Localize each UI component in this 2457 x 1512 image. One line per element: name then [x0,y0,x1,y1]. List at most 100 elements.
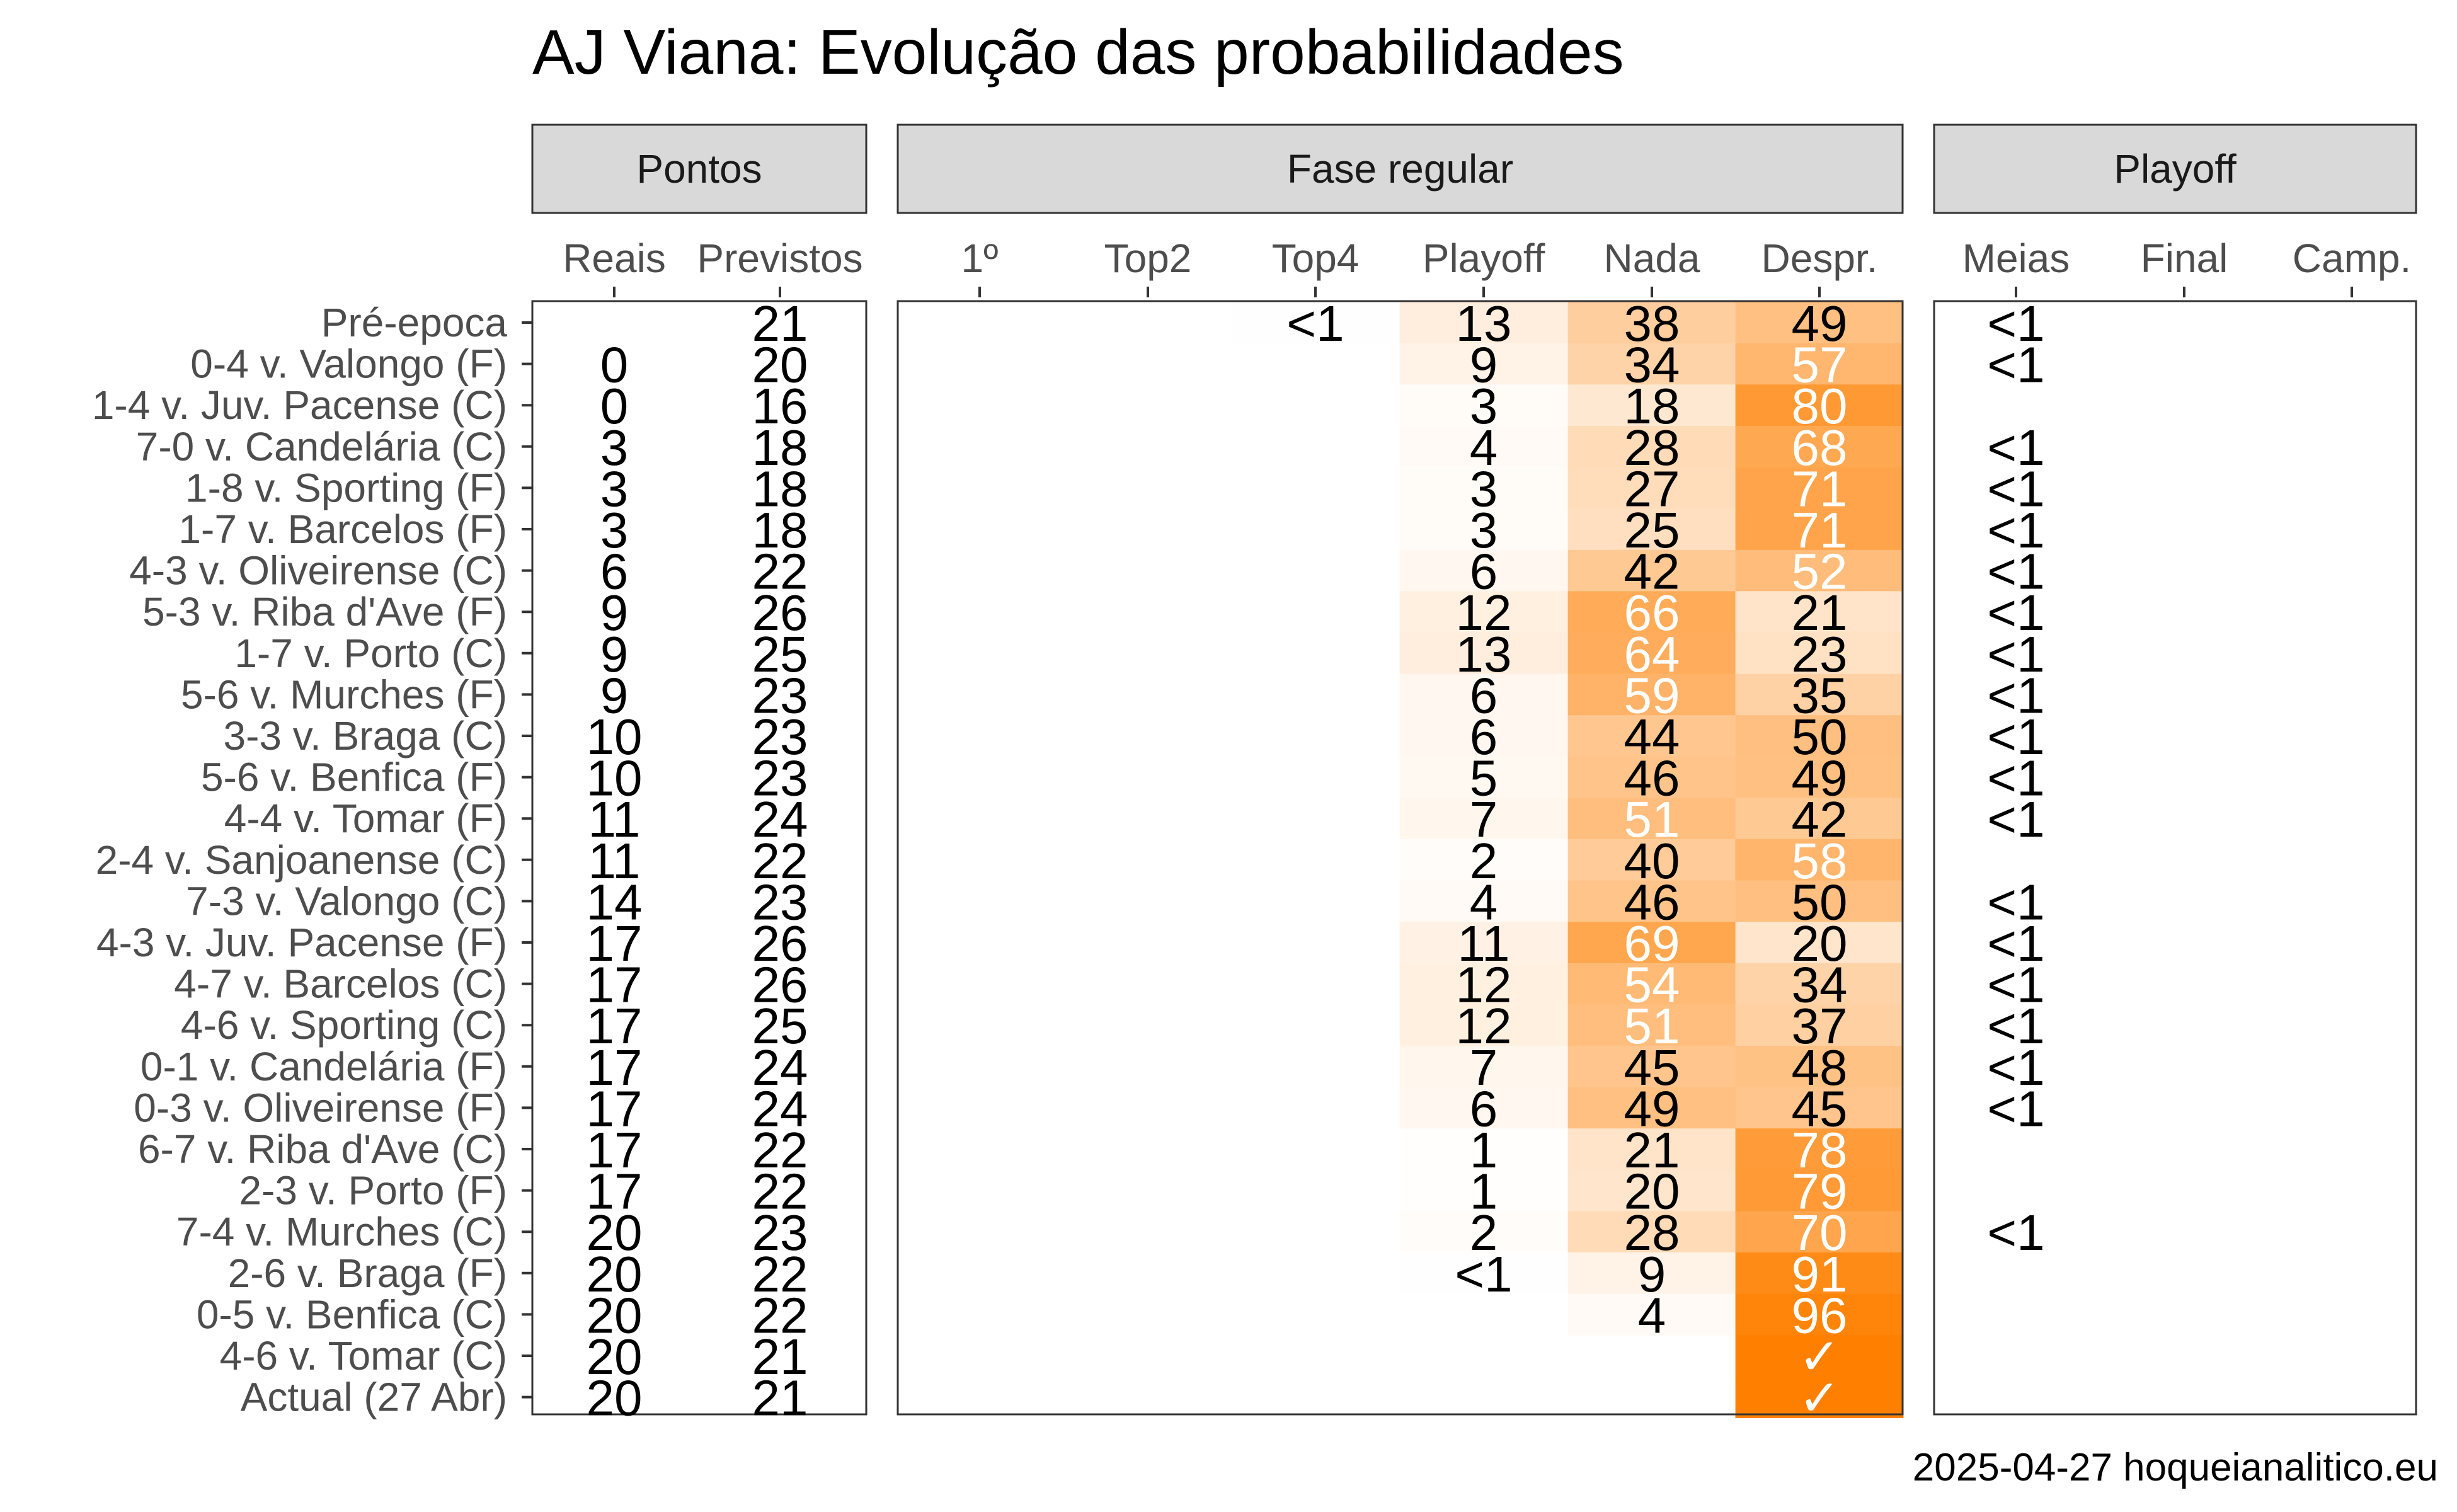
value-reais-21: 17 [587,1164,643,1220]
row-label-17: 4-6 v. Sporting (C) [181,1002,507,1048]
tile-despr-24 [1735,1293,1904,1336]
tile-nada-17 [1567,1004,1736,1046]
value-reais-5: 3 [600,502,629,558]
column-label-previstos: Previstos [697,236,862,281]
value-meias-6: <1 [1987,544,2044,600]
value-previstos-9: 23 [752,667,808,723]
value-previstos-11: 23 [752,750,808,806]
tile-despr-1 [1735,343,1904,385]
value-nada-24: 4 [1638,1287,1666,1343]
tile-despr-11 [1735,756,1904,798]
value-previstos-1: 20 [752,337,808,393]
tile-despr-23 [1735,1252,1904,1295]
value-meias-8: <1 [1987,626,2044,682]
value-nada-20: 21 [1624,1122,1680,1178]
strip-playoff [1933,123,2417,214]
value-reais-22: 20 [587,1205,643,1261]
row-label-19: 0-3 v. Oliveirense (F) [134,1085,507,1130]
column-label-nada: Nada [1604,236,1700,281]
value-previstos-15: 26 [752,915,808,971]
value-meias-9: <1 [1987,667,2044,723]
value-reais-23: 20 [587,1246,643,1302]
value-despr-11: 49 [1792,750,1848,806]
value-despr-19: 45 [1792,1080,1848,1137]
value-reais-26: 20 [587,1370,643,1426]
value-previstos-23: 22 [752,1246,808,1302]
value-previstos-13: 22 [752,833,808,889]
value-nada-10: 44 [1624,709,1680,765]
value-nada-6: 42 [1624,544,1680,600]
value-meias-7: <1 [1987,585,2044,641]
tile-playoff-18 [1399,1046,1568,1088]
chart-caption: 2025-04-27 hoqueianalitico.eu [1913,1446,2438,1489]
row-label-5: 1-7 v. Barcelos (F) [178,507,507,552]
value-despr-20: 78 [1792,1122,1848,1178]
tile-nada-22 [1567,1211,1736,1253]
tile-nada-3 [1567,426,1736,468]
column-label-camp: Camp. [2293,236,2412,281]
value-previstos-0: 21 [752,295,808,352]
value-meias-16: <1 [1987,957,2044,1013]
value-playoff-16: 12 [1456,957,1512,1013]
strip-fase-regular [896,123,1904,214]
tile-despr-5 [1735,508,1904,551]
tile-despr-16 [1735,963,1904,1005]
value-nada-17: 51 [1624,998,1680,1054]
value-despr-5: 71 [1792,502,1848,558]
tile-nada-13 [1567,839,1736,881]
value-nada-5: 25 [1624,502,1680,558]
value-despr-7: 21 [1792,585,1848,641]
tile-playoff-22 [1399,1211,1568,1253]
value-despr-6: 52 [1792,544,1848,600]
row-label-25: 4-6 v. Tomar (C) [220,1333,507,1378]
panel-border-playoff [1933,300,2417,1416]
row-label-14: 7-3 v. Valongo (C) [186,878,507,924]
tile-nada-15 [1567,922,1736,964]
value-playoff-2: 3 [1470,378,1498,434]
value-reais-19: 17 [587,1080,643,1137]
tile-nada-7 [1567,591,1736,633]
value-nada-1: 34 [1624,337,1680,393]
tile-playoff-7 [1399,591,1568,633]
tile-nada-21 [1567,1169,1736,1211]
tile-nada-23 [1567,1252,1736,1295]
value-previstos-25: 21 [752,1329,808,1385]
tile-nada-8 [1567,633,1736,675]
value-nada-4: 27 [1624,461,1680,517]
tile-playoff-8 [1399,633,1568,675]
value-despr-18: 48 [1792,1040,1848,1096]
value-meias-11: <1 [1987,750,2044,806]
value-meias-5: <1 [1987,502,2044,558]
value-nada-22: 28 [1624,1205,1680,1261]
value-meias-3: <1 [1987,420,2044,476]
value-playoff-3: 4 [1470,420,1498,476]
strip-pontos [531,123,868,214]
value-reais-7: 9 [600,585,629,641]
tile-despr-19 [1735,1087,1904,1129]
strip-label-pontos: Pontos [636,146,762,192]
tile-playoff-3 [1399,426,1568,468]
value-nada-15: 69 [1624,915,1680,971]
tile-despr-15 [1735,922,1904,964]
value-despr-3: 68 [1792,420,1848,476]
tile-playoff-19 [1399,1087,1568,1129]
tile-nada-16 [1567,963,1736,1005]
row-label-1: 0-4 v. Valongo (F) [190,341,507,387]
value-reais-11: 10 [587,750,643,806]
row-label-3: 7-0 v. Candelária (C) [136,424,507,469]
row-label-20: 6-7 v. Riba d'Ave (C) [138,1126,507,1172]
tile-despr-7 [1735,591,1904,633]
value-despr-15: 20 [1792,915,1848,971]
value-playoff-12: 7 [1470,791,1498,847]
tile-despr-2 [1735,384,1904,427]
tile-nada-19 [1567,1087,1736,1129]
value-playoff-15: 11 [1457,915,1509,971]
value-despr-24: 96 [1792,1287,1848,1343]
tile-despr-20 [1735,1128,1904,1171]
value-playoff-21: 1 [1470,1164,1498,1220]
value-playoff-22: 2 [1470,1205,1498,1261]
value-despr-13: 58 [1792,833,1848,889]
value-nada-23: 9 [1638,1246,1666,1302]
value-playoff-9: 6 [1470,667,1498,723]
